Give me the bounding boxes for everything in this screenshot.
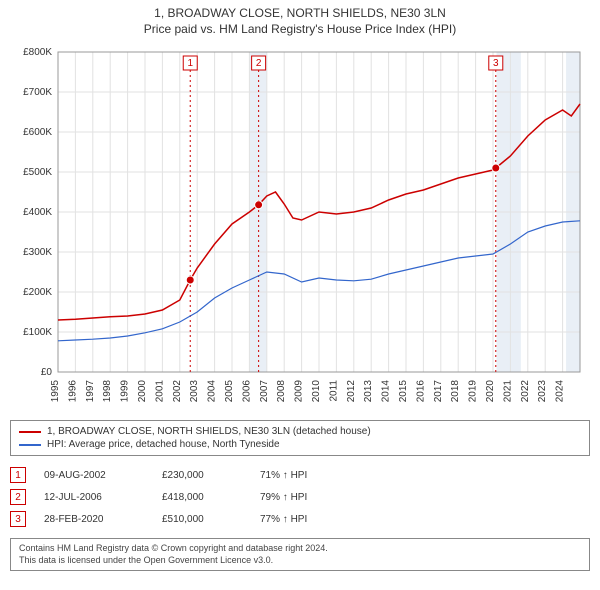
sale-row: 1 09-AUG-2002 £230,000 71% ↑ HPI (10, 464, 590, 486)
svg-text:2016: 2016 (415, 380, 426, 403)
chart-subtitle: Price paid vs. HM Land Registry's House … (10, 22, 590, 36)
legend-label: 1, BROADWAY CLOSE, NORTH SHIELDS, NE30 3… (47, 426, 371, 437)
svg-text:2: 2 (256, 58, 262, 69)
sale-price: £418,000 (162, 492, 242, 503)
chart-legend: 1, BROADWAY CLOSE, NORTH SHIELDS, NE30 3… (10, 420, 590, 456)
svg-text:2008: 2008 (276, 380, 287, 403)
svg-text:2012: 2012 (346, 380, 357, 403)
svg-text:£100K: £100K (23, 327, 52, 338)
svg-text:2010: 2010 (311, 380, 322, 403)
svg-text:2018: 2018 (450, 380, 461, 403)
svg-text:1998: 1998 (102, 380, 113, 403)
svg-text:2017: 2017 (433, 380, 444, 403)
sale-date: 28-FEB-2020 (44, 514, 144, 525)
chart-footer: Contains HM Land Registry data © Crown c… (10, 538, 590, 571)
svg-text:2006: 2006 (241, 380, 252, 403)
sales-table: 1 09-AUG-2002 £230,000 71% ↑ HPI 2 12-JUL-200… (10, 464, 590, 530)
svg-text:2011: 2011 (328, 380, 339, 402)
chart-container: 1, BROADWAY CLOSE, NORTH SHIELDS, NE30 3… (0, 0, 600, 590)
sale-pct: 71% ↑ HPI (260, 470, 307, 481)
svg-text:1997: 1997 (85, 380, 96, 403)
legend-row: HPI: Average price, detached house, Nort… (19, 438, 581, 451)
chart-plot: £0 £100K £200K £300K £400K £500K £600K £700K £80… (10, 42, 590, 412)
legend-row: 1, BROADWAY CLOSE, NORTH SHIELDS, NE30 3… (19, 425, 581, 438)
svg-text:£400K: £400K (23, 207, 52, 218)
footer-line-1: Contains HM Land Registry data © Crown c… (19, 543, 581, 555)
svg-text:2005: 2005 (224, 380, 235, 403)
svg-text:2015: 2015 (398, 380, 409, 403)
sale-price: £230,000 (162, 470, 242, 481)
svg-text:1995: 1995 (50, 380, 61, 403)
svg-text:£500K: £500K (23, 167, 52, 178)
legend-label: HPI: Average price, detached house, Nort… (47, 439, 280, 450)
chart-title: 1, BROADWAY CLOSE, NORTH SHIELDS, NE30 3… (10, 6, 590, 20)
sale-pct: 77% ↑ HPI (260, 514, 307, 525)
svg-text:2000: 2000 (137, 380, 148, 403)
svg-text:2004: 2004 (207, 380, 218, 403)
svg-text:2007: 2007 (259, 380, 270, 403)
svg-text:£200K: £200K (23, 287, 52, 298)
svg-text:£600K: £600K (23, 127, 52, 138)
svg-text:2021: 2021 (502, 380, 513, 403)
svg-text:£700K: £700K (23, 87, 52, 98)
svg-text:1: 1 (187, 58, 193, 69)
svg-text:£300K: £300K (23, 247, 52, 258)
sale-date: 09-AUG-2002 (44, 470, 144, 481)
svg-text:2022: 2022 (520, 380, 531, 403)
svg-text:£800K: £800K (23, 47, 52, 58)
sale-row: 3 28-FEB-2020 £510,000 77% ↑ HPI (10, 508, 590, 530)
sale-pct: 79% ↑ HPI (260, 492, 307, 503)
svg-text:2003: 2003 (189, 380, 200, 403)
svg-text:1999: 1999 (120, 380, 131, 403)
chart-svg: £0 £100K £200K £300K £400K £500K £600K £700K £80… (10, 42, 590, 412)
legend-swatch (19, 431, 41, 433)
svg-text:£0: £0 (41, 367, 53, 378)
sale-date: 12-JUL-2006 (44, 492, 144, 503)
svg-text:2013: 2013 (363, 380, 374, 403)
sale-price: £510,000 (162, 514, 242, 525)
sale-badge: 3 (10, 511, 26, 527)
svg-text:2020: 2020 (485, 380, 496, 403)
footer-line-2: This data is licensed under the Open Gov… (19, 555, 581, 567)
svg-text:2002: 2002 (172, 380, 183, 403)
sale-row: 2 12-JUL-2006 £418,000 79% ↑ HPI (10, 486, 590, 508)
svg-text:2023: 2023 (537, 380, 548, 403)
sale-badge: 1 (10, 467, 26, 483)
svg-text:2009: 2009 (294, 380, 305, 403)
legend-swatch (19, 444, 41, 446)
svg-text:2014: 2014 (381, 380, 392, 403)
svg-text:2024: 2024 (555, 380, 566, 403)
svg-text:1996: 1996 (67, 380, 78, 403)
svg-text:3: 3 (493, 58, 499, 69)
svg-text:2019: 2019 (468, 380, 479, 403)
svg-text:2001: 2001 (154, 380, 165, 403)
sale-badge: 2 (10, 489, 26, 505)
